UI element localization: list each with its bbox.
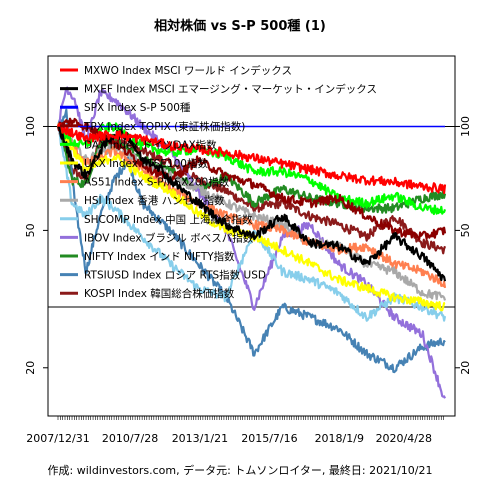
- series-line-5: [56, 122, 446, 312]
- x-axis: 2007/12/31 2010/7/28 2013/1/21 2015/7/16 201…: [26, 416, 444, 445]
- series-line-11: [56, 108, 446, 374]
- series-line-3: [56, 117, 447, 241]
- chart-caption: 作成: wildinvestors.com, データ元: トムソンロイター, 最…: [48, 463, 433, 477]
- y-tick-label-left-20: 20: [24, 361, 37, 375]
- x-tick-label: 2013/1/21: [172, 432, 228, 445]
- legend-label-11: RTSIUSD Index ロシア RTS指数 USD: [84, 269, 266, 282]
- series-line-0: [56, 123, 447, 195]
- legend-label-8: SHCOMP Index 中国 上海総合指数: [84, 213, 253, 226]
- x-tick-label: 2020/4/28: [376, 432, 432, 445]
- legend-label-9: IBOV Index ブラジル ボベスパ指数: [84, 231, 254, 244]
- plot-frame: [47, 55, 456, 417]
- y-tick-label-right-50: 50: [459, 223, 472, 237]
- legend-label-12: KOSPI Index 韓国総合株価指数: [84, 287, 235, 300]
- legend-label-3: TPX Index TOPIX (東証株価指数): [83, 120, 245, 133]
- legend-label-2: SPX Index S-P 500種: [84, 101, 191, 114]
- x-tick-label: 2010/7/28: [102, 432, 158, 445]
- legend-label-5: UKX Index FTSE100指数: [84, 157, 208, 170]
- legend-label-0: MXWO Index MSCI ワールド インデックス: [84, 64, 292, 77]
- legend-label-1: MXEF Index MSCI エマージング・マーケット・インデックス: [84, 83, 377, 96]
- legend-label-4: DAX Index ドイツDAX指数: [84, 138, 217, 151]
- y-tick-label-left-50: 50: [24, 223, 37, 237]
- x-tick-label: 2018/1/9: [315, 432, 364, 445]
- x-tick-label: 2015/7/16: [241, 432, 297, 445]
- legend: MXWO Index MSCI ワールド インデックス MXEF Index MS…: [60, 64, 377, 300]
- series-line-12: [57, 125, 447, 255]
- y-tick-label-left-100: 100: [24, 116, 37, 137]
- x-tick-label: 2007/12/31: [26, 432, 89, 445]
- y-tick-label-right-100: 100: [459, 116, 472, 137]
- series-line-8: [56, 126, 447, 322]
- legend-label-10: NIFTY Index インド NIFTY指数: [84, 250, 235, 263]
- y-axis-left: 20 50 100: [24, 116, 48, 375]
- legend-label-7: HSI Index 香港 ハンセン指数: [84, 194, 225, 207]
- chart-title: 相対株価 vs S-P 500種 (1): [154, 18, 326, 34]
- y-axis-right: 20 50 100: [455, 116, 472, 375]
- legend-label-6: AS51 Index S-P/ASX200指数: [84, 176, 230, 189]
- y-tick-label-right-20: 20: [459, 361, 472, 375]
- series-layer: [56, 86, 447, 399]
